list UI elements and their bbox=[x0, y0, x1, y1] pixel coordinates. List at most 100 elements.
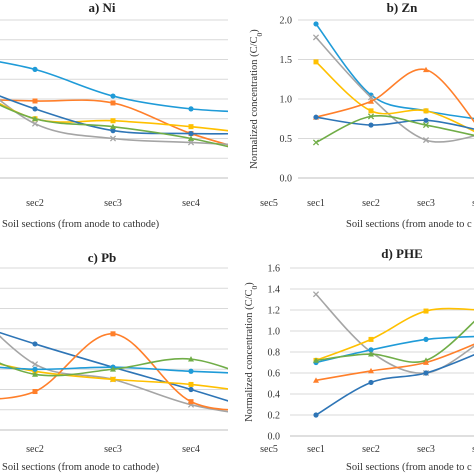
series-line bbox=[315, 23, 474, 120]
y-tick-label: 0.6 bbox=[268, 369, 281, 380]
x-tick-label: sec5 bbox=[260, 198, 278, 209]
data-point bbox=[32, 115, 38, 122]
x-axis-label: Soil sections (from anode to cathode) bbox=[2, 462, 160, 473]
data-point bbox=[32, 366, 38, 372]
panel-3: sec2 sec3 sec4 sec5 Soil sections (from anod… bbox=[0, 250, 278, 473]
y-tick-label: 0.0 bbox=[268, 432, 281, 443]
data-point bbox=[368, 379, 374, 386]
data-point bbox=[267, 133, 272, 138]
data-point bbox=[110, 376, 116, 382]
series-line bbox=[0, 357, 228, 377]
panel-2: 0.0 0.5 1.0 1.5 2.0 sec1 sec2 sec3 sec4 Soil sect… bbox=[249, 0, 474, 230]
data-point bbox=[188, 106, 194, 112]
data-point bbox=[423, 359, 429, 365]
x-tick-label: sec1 bbox=[307, 444, 325, 455]
series-group bbox=[0, 331, 272, 413]
x-tick-label: sec3 bbox=[417, 198, 435, 209]
data-point bbox=[266, 110, 271, 115]
y-tick-label: 1.0 bbox=[268, 327, 281, 338]
data-point bbox=[266, 131, 271, 136]
series-line bbox=[315, 116, 474, 130]
y-tick-label: 0.5 bbox=[280, 134, 293, 145]
data-point bbox=[312, 291, 320, 298]
series-line bbox=[0, 104, 228, 148]
y-tick-label: 2.0 bbox=[280, 16, 293, 27]
data-point bbox=[188, 386, 194, 393]
data-point bbox=[423, 308, 429, 314]
data-point bbox=[312, 139, 320, 146]
data-point bbox=[32, 341, 38, 347]
series-line bbox=[315, 68, 474, 123]
data-point bbox=[266, 144, 271, 149]
data-point bbox=[110, 366, 116, 372]
data-point bbox=[368, 351, 374, 357]
data-point bbox=[188, 124, 194, 130]
x-tick-label: sec3 bbox=[104, 444, 122, 455]
series-line bbox=[315, 320, 474, 363]
data-point bbox=[423, 370, 429, 376]
series-group bbox=[0, 61, 272, 159]
series-group bbox=[312, 21, 474, 146]
data-point bbox=[313, 377, 319, 383]
x-tick-label: sec2 bbox=[26, 444, 44, 455]
data-point bbox=[368, 108, 374, 114]
x-tick-label: sec2 bbox=[26, 198, 44, 209]
data-point bbox=[367, 94, 375, 101]
series-line bbox=[0, 61, 228, 113]
data-point bbox=[109, 135, 117, 142]
data-point bbox=[368, 98, 374, 104]
x-tick-label: sec2 bbox=[362, 198, 380, 209]
x-tick-label: sec3 bbox=[417, 444, 435, 455]
data-point bbox=[368, 336, 374, 342]
data-point bbox=[368, 367, 374, 374]
series-line bbox=[315, 307, 474, 362]
y-tick-label: 0.0 bbox=[280, 174, 293, 185]
data-point bbox=[266, 381, 272, 386]
data-point bbox=[422, 122, 430, 129]
data-point bbox=[368, 347, 374, 353]
data-point bbox=[32, 106, 38, 112]
data-point bbox=[188, 130, 194, 137]
series-line bbox=[315, 114, 474, 144]
data-point bbox=[188, 368, 194, 374]
data-point bbox=[32, 371, 38, 377]
x-tick-label: sec1 bbox=[307, 198, 325, 209]
data-point bbox=[423, 66, 429, 73]
data-point bbox=[423, 108, 429, 114]
data-point bbox=[266, 153, 272, 158]
x-tick-label: sec2 bbox=[362, 444, 380, 455]
data-point bbox=[188, 381, 194, 387]
data-point bbox=[313, 59, 319, 65]
data-point bbox=[110, 100, 116, 106]
x-tick-label: sec4 bbox=[182, 198, 200, 209]
data-point bbox=[188, 399, 194, 405]
series-line bbox=[0, 102, 228, 132]
panel-title: b) Zn bbox=[387, 0, 418, 15]
data-point bbox=[368, 122, 374, 128]
panel-title: d) PHE bbox=[381, 246, 423, 261]
y-tick-label: 0.8 bbox=[268, 348, 281, 359]
data-point bbox=[313, 357, 319, 363]
data-point bbox=[32, 389, 38, 395]
x-axis-label: Soil sections (from anode to c bbox=[346, 462, 472, 473]
data-point bbox=[110, 118, 116, 124]
series-group bbox=[312, 291, 474, 418]
series-line bbox=[0, 335, 228, 413]
x-tick-label: sec3 bbox=[104, 198, 122, 209]
data-point bbox=[267, 154, 272, 159]
x-tick-label: sec4 bbox=[182, 444, 200, 455]
data-point bbox=[110, 331, 116, 337]
data-point bbox=[422, 137, 430, 144]
y-axis-label: Normalized concentration (C/C0) bbox=[244, 282, 259, 422]
data-point bbox=[313, 21, 319, 27]
panel-title: a) Ni bbox=[88, 0, 115, 15]
data-point bbox=[188, 356, 194, 362]
y-axis-label: Normalized concentration (C/C0) bbox=[249, 29, 264, 169]
data-point bbox=[32, 66, 38, 72]
data-point bbox=[31, 361, 39, 368]
series-line bbox=[315, 353, 474, 416]
x-tick-label: sec4 bbox=[472, 444, 474, 455]
panel-4: 0.0 0.2 0.4 0.6 0.8 1.0 1.2 1.4 1.6 sec1 sec2 sec3 s… bbox=[244, 246, 474, 473]
y-tick-label: 1.0 bbox=[280, 95, 293, 106]
